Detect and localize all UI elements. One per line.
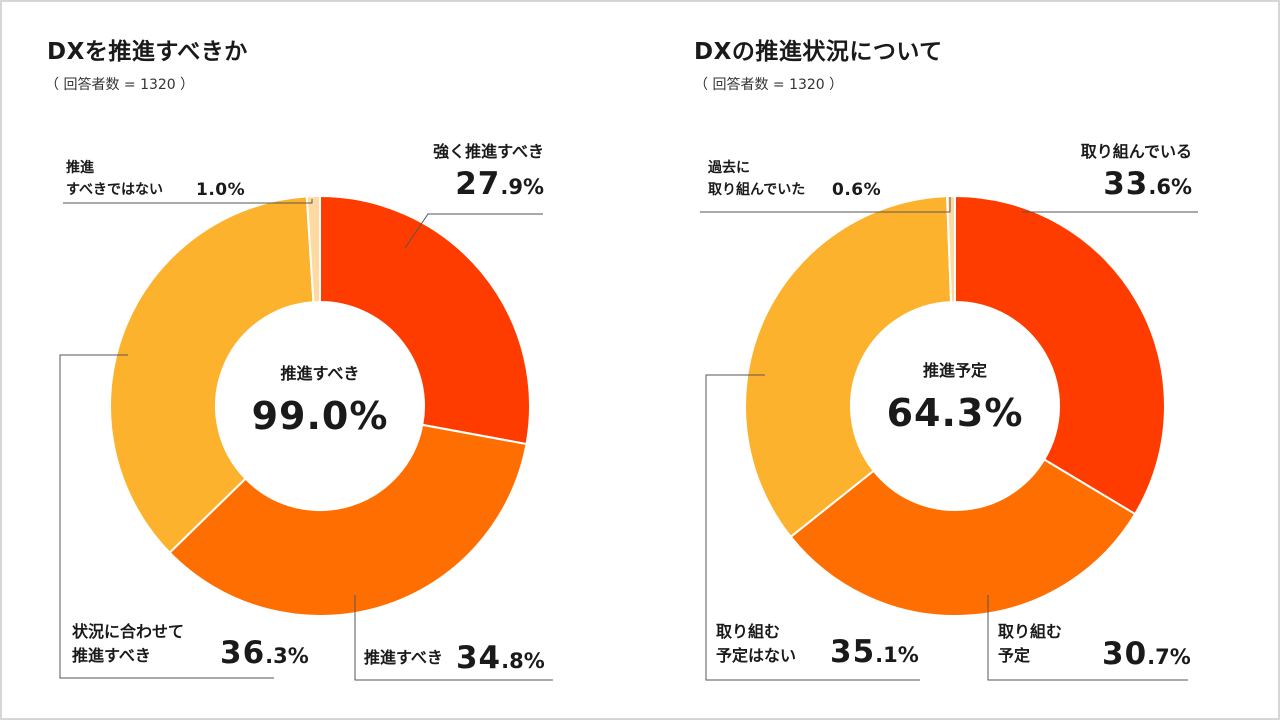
label-depends-dec: .3% [265, 644, 309, 668]
chart2-slice-2 [744, 195, 953, 539]
label-strong: 強く推進すべき 27.9% [433, 140, 544, 202]
chart2-title: DXの推進状況について [694, 39, 943, 65]
leader-line-no-plan [705, 374, 920, 681]
label-no-plan-line1: 取り組む [716, 622, 781, 641]
label-past: 過去に 取り組んでいた [708, 158, 805, 201]
label-depends-int: 36 [220, 635, 266, 671]
chart1-center: 推進すべき 99.0% [240, 360, 400, 438]
chart2-slices [744, 194, 1166, 617]
label-not-line2: すべきではない [66, 181, 164, 198]
label-depends: 状況に合わせて 推進すべき [72, 620, 184, 668]
label-planned: 取り組む 予定 [998, 620, 1062, 668]
label-doing: 取り組んでいる 33.6% [1081, 140, 1192, 202]
label-doing-text: 取り組んでいる [1080, 142, 1192, 161]
label-should-text: 推進すべき [364, 648, 443, 667]
leader-lines [59, 197, 1198, 681]
label-should: 推進すべき 34.8% [364, 640, 545, 676]
label-strong-dec: .9% [500, 175, 544, 199]
label-no-plan: 取り組む 予定はない [716, 620, 796, 668]
leader-line-planned [987, 595, 1188, 681]
chart2-center: 推進予定 64.3% [875, 357, 1035, 435]
chart2-center-label: 推進予定 [922, 361, 987, 380]
label-past-line2: 取り組んでいた [708, 181, 806, 198]
label-not-value: 1.0% [196, 180, 245, 200]
label-planned-line1: 取り組む [998, 622, 1063, 641]
label-planned-int: 30 [1102, 636, 1148, 672]
label-no-plan-value: 35.1% [830, 634, 919, 670]
chart1-center-label: 推進すべき [280, 364, 360, 383]
label-strong-text: 強く推進すべき [433, 142, 544, 161]
chart1-title: DXを推進すべきか [47, 39, 248, 65]
label-planned-line2: 予定 [998, 646, 1031, 665]
label-depends-value: 36.3% [220, 635, 309, 671]
label-doing-int: 33 [1103, 166, 1149, 202]
label-should-dec: .8% [501, 649, 545, 673]
label-past-pct: 0.6% [832, 180, 882, 200]
chart2-slice-3 [946, 194, 956, 304]
label-not-pct: 1.0% [196, 180, 246, 200]
label-depends-line2: 推進すべき [72, 646, 151, 665]
chart1-center-value: 99.0% [251, 394, 389, 438]
label-not: 推進 すべきではない [66, 158, 163, 201]
label-no-plan-int: 35 [830, 634, 876, 670]
label-not-line1: 推進 [66, 160, 94, 176]
leader-line-not [63, 199, 313, 204]
leader-line-should [354, 595, 553, 681]
label-should-int: 34 [455, 640, 502, 676]
chart2-slice-1 [789, 458, 1137, 617]
label-strong-int: 27 [455, 166, 501, 202]
label-planned-value: 30.7% [1102, 636, 1191, 672]
label-past-value: 0.6% [832, 180, 881, 200]
leader-line-past [700, 197, 951, 213]
chart1-slice-2 [109, 195, 315, 555]
label-past-line1: 過去に [708, 160, 750, 176]
label-no-plan-line2: 予定はない [716, 646, 797, 665]
chart1-slice-0 [319, 194, 531, 446]
chart1-slices [109, 194, 531, 617]
chart1-slice-1 [168, 423, 528, 617]
chart2-slice-0 [954, 194, 1166, 516]
chart1-slice-3 [305, 194, 321, 304]
chart2-center-value: 64.3% [886, 391, 1024, 435]
leader-line-strong [404, 213, 543, 249]
chart1-subtitle: （ 回答者数 = 1320 ） [45, 77, 195, 93]
leader-line-depends [59, 354, 274, 679]
label-no-plan-dec: .1% [875, 643, 919, 667]
label-doing-dec: .6% [1148, 175, 1192, 199]
label-depends-line1: 状況に合わせて [72, 622, 185, 641]
label-planned-dec: .7% [1147, 645, 1191, 669]
chart2-subtitle: （ 回答者数 = 1320 ） [694, 77, 844, 93]
